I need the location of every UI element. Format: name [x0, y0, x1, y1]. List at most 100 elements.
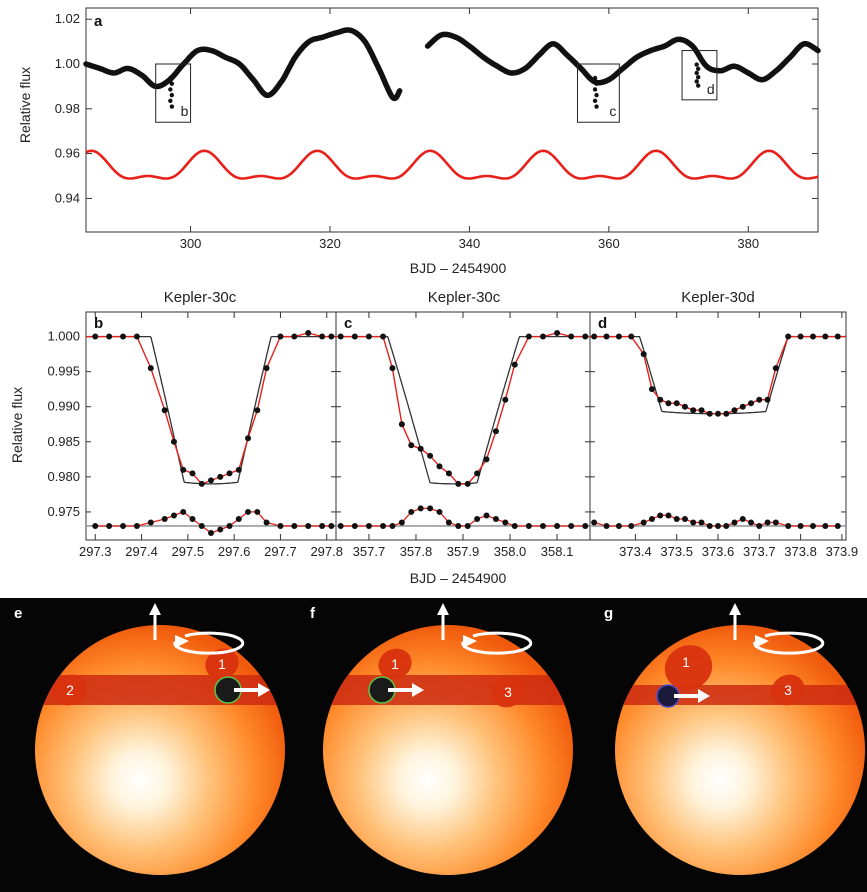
panel-b-residual-point — [208, 529, 214, 536]
panel-a-xlabel: BJD – 2454900 — [410, 260, 507, 276]
panel-d-residual-point — [690, 519, 697, 526]
panel-b-data-point — [328, 333, 335, 340]
star-disc-f — [323, 625, 573, 875]
panel-c-data-point — [483, 456, 490, 463]
star-panel-label-g: g — [604, 605, 613, 622]
panel-d-data-point — [603, 333, 610, 340]
panel-b-model-spot-crossing — [86, 332, 336, 485]
panel-d-residual-point — [785, 522, 792, 529]
panel-c-residual-point — [398, 519, 405, 526]
panel-b-data-point — [120, 333, 127, 340]
panel-b-residual-point — [245, 508, 252, 515]
panel-a-ytick-label: 0.94 — [55, 190, 80, 205]
panel-d-residual-point — [822, 522, 829, 529]
transit-box-b-point — [169, 92, 175, 98]
panel-d-data-point — [834, 333, 841, 340]
panel-c-xtick-label: 357.9 — [447, 544, 480, 559]
star-spot-3 — [771, 674, 805, 706]
panel-b-data-point — [198, 480, 205, 487]
panel-b-ytick-label: 1.000 — [47, 329, 80, 344]
star-disc-g — [615, 625, 865, 875]
panel-c-data-point — [398, 421, 405, 428]
panel-c-residual-point — [417, 505, 424, 512]
rotation-arc-e — [173, 631, 245, 655]
panel-b-residual-point — [277, 522, 284, 529]
transit-box-d — [681, 50, 718, 101]
panel-b-data-point — [217, 473, 224, 480]
panel-c-data-point — [511, 361, 518, 368]
panel-d-data-point — [772, 365, 779, 372]
transit-box-b-point — [168, 98, 173, 104]
panel-b-xtick-label: 297.3 — [79, 544, 112, 559]
panel-c-residual-point — [445, 519, 452, 526]
panel-b-ytick-label: 0.980 — [47, 469, 80, 484]
panel-a-xtick-label: 300 — [180, 236, 202, 251]
panel-a-ytick-label: 0.96 — [55, 146, 80, 161]
panel-b-residual-point — [254, 508, 261, 515]
panel-d-residual-point — [834, 522, 841, 529]
panel-c-data-point — [582, 333, 589, 340]
star-panel-label-f: f — [310, 605, 316, 622]
transit-box-d-point — [694, 79, 699, 84]
panel-d-residual-point — [640, 519, 647, 526]
panel-b-data-point — [277, 333, 284, 340]
panel-c-residual-point — [568, 522, 575, 529]
panel-b-data-point — [133, 333, 140, 340]
star-spot-label: 1 — [682, 654, 690, 670]
panel-b-residual-point — [305, 522, 312, 529]
star-panel-g: 1 3 g — [604, 603, 865, 875]
panel-d-xtick-label: 373.9 — [826, 544, 859, 559]
panel-a-spot-model-line — [85, 149, 819, 180]
panel-d-data-point — [797, 333, 804, 340]
panel-d-data-point — [739, 403, 746, 410]
panel-c-frame — [335, 311, 591, 541]
panel-a-ylabel: Relative flux — [17, 67, 33, 143]
panel-b-transit: 297.3 297.4 297.5 297.6 297.7 297.8 0.975 0.980… — [47, 311, 343, 559]
star-panel-label-e: e — [14, 605, 22, 622]
panel-b-data-point — [319, 333, 326, 340]
panel-b-ylabel: Relative flux — [9, 387, 25, 463]
panel-a-label: a — [94, 13, 103, 30]
panel-d-residual-point — [706, 522, 713, 529]
panel-d-data-point — [706, 410, 713, 417]
panel-a-ytick-label: 1.00 — [55, 56, 80, 71]
transit-box-b-point — [168, 75, 173, 81]
star-spot-label: 1 — [391, 656, 399, 672]
panel-b-ytick-label: 0.995 — [47, 364, 80, 379]
panel-c-title: Kepler-30c — [428, 289, 501, 306]
panel-b-frame — [85, 311, 337, 541]
transit-box-c — [576, 63, 620, 123]
panel-b-residual-point — [217, 526, 224, 533]
panel-b-residual-point — [147, 519, 154, 526]
panel-d-residual-point — [591, 519, 598, 526]
panel-c-data-point — [525, 333, 532, 340]
panel-a-xtick-label: 360 — [598, 236, 620, 251]
shared-xlabel: BJD – 2454900 — [410, 570, 507, 586]
panel-d-data-point — [690, 407, 697, 414]
panel-c-residual-point — [511, 522, 518, 529]
panel-b-residual-model — [95, 511, 332, 534]
panel-c-data-point — [445, 470, 452, 477]
panel-a-ticks: 300 320 340 360 380 0.94 0.96 0.98 1.00 1.02 — [55, 8, 818, 251]
transit-box-d-label: d — [707, 81, 715, 97]
transit-box-d-point — [694, 62, 699, 67]
panel-b-data-point — [189, 470, 196, 477]
panel-c-residual-point — [380, 522, 387, 529]
panel-a-frame — [85, 7, 819, 233]
transit-box-b-point — [169, 104, 175, 109]
panel-d-model-no-spot — [590, 335, 846, 415]
panel-c-data-point — [380, 333, 387, 340]
panel-c-residual-point — [464, 522, 471, 529]
panel-d-data-point — [657, 396, 664, 403]
panel-a-xtick-label: 380 — [737, 236, 759, 251]
panel-d-data-point — [615, 333, 622, 340]
panel-d-xtick-label: 373.8 — [784, 544, 817, 559]
transit-box-d-point — [695, 75, 701, 80]
rotation-arc-g — [753, 631, 825, 655]
panel-d-residual-point — [731, 519, 738, 526]
transit-box-b-point — [168, 87, 173, 92]
panel-c-data-point — [337, 333, 344, 340]
panel-b-residual-point — [235, 515, 242, 522]
panel-c-residual-point — [492, 515, 499, 522]
